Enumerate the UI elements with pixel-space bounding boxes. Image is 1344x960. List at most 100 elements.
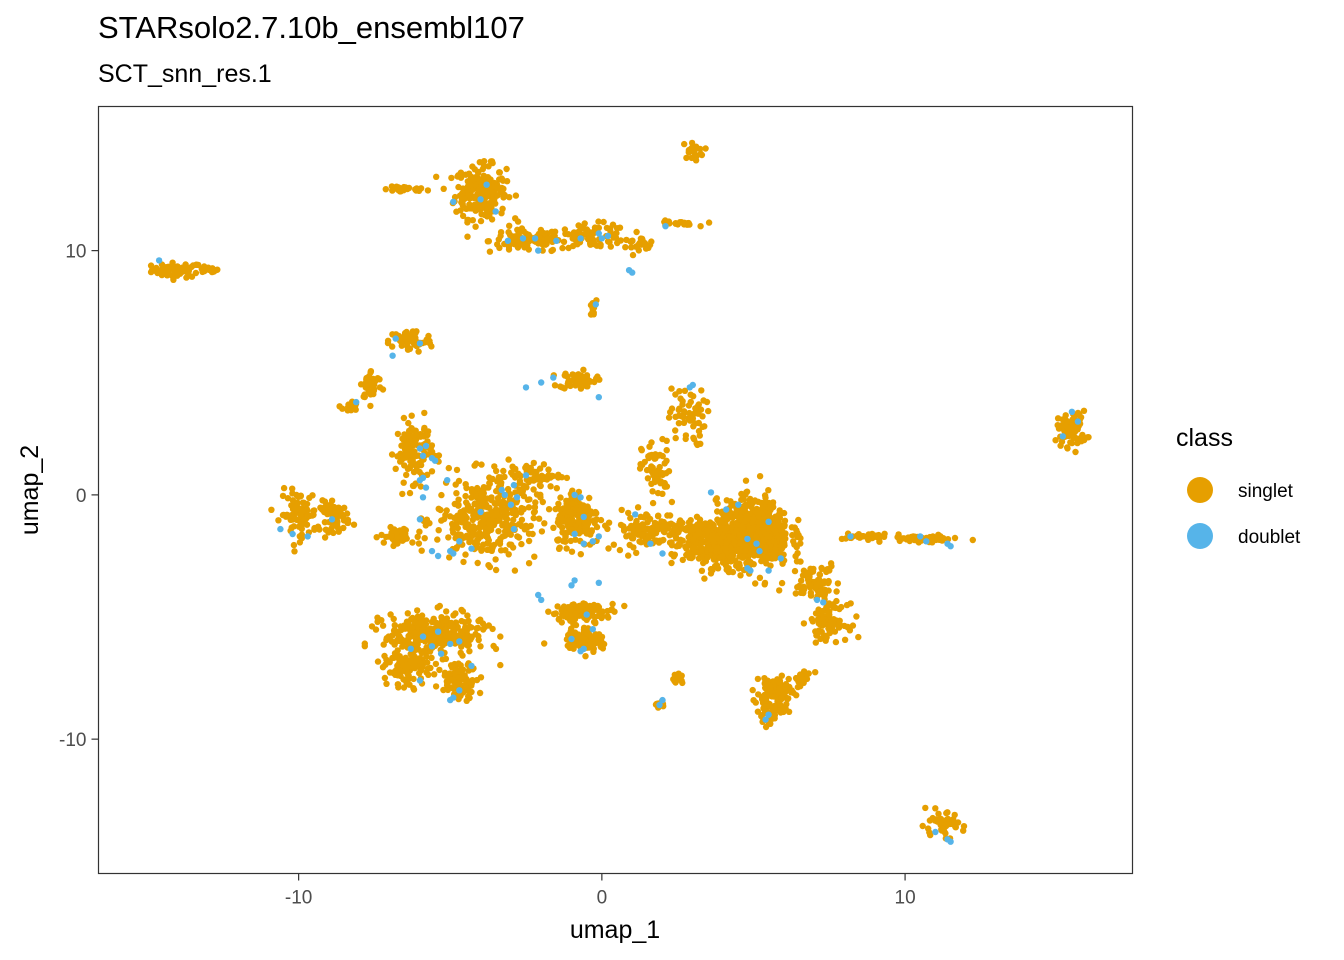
point-doublet	[416, 340, 424, 347]
point-singlet	[433, 173, 440, 180]
point-doublet	[765, 567, 772, 574]
point-singlet	[408, 412, 415, 419]
point-singlet	[583, 381, 591, 388]
point-singlet	[514, 226, 521, 233]
point-singlet	[681, 140, 688, 148]
point-singlet	[490, 642, 497, 650]
point-singlet	[833, 597, 840, 605]
point-singlet	[567, 605, 575, 613]
point-singlet	[660, 536, 667, 544]
point-singlet	[407, 657, 414, 664]
point-singlet	[454, 524, 461, 532]
point-singlet	[729, 519, 737, 527]
point-singlet	[793, 692, 800, 699]
point-doublet	[723, 506, 730, 513]
point-singlet	[672, 391, 679, 398]
point-singlet	[764, 681, 771, 688]
point-singlet	[289, 485, 296, 492]
point-singlet	[645, 532, 652, 540]
point-singlet	[427, 664, 434, 672]
point-singlet	[451, 514, 458, 521]
point-singlet	[679, 413, 686, 420]
point-singlet	[459, 212, 467, 220]
point-doublet	[583, 611, 590, 618]
point-singlet	[583, 372, 591, 379]
point-doublet	[492, 208, 499, 215]
point-singlet	[702, 145, 709, 152]
point-singlet	[529, 530, 536, 538]
point-singlet	[389, 187, 396, 194]
point-doublet	[756, 547, 763, 555]
point-doublet	[447, 696, 454, 704]
point-singlet	[433, 619, 440, 627]
point-singlet	[710, 556, 717, 563]
point-singlet	[412, 330, 419, 337]
point-singlet	[668, 498, 676, 506]
point-singlet	[617, 521, 625, 529]
point-singlet	[1080, 407, 1088, 414]
point-singlet	[719, 559, 727, 566]
point-singlet	[479, 500, 486, 507]
point-singlet	[449, 664, 456, 671]
point-singlet	[807, 589, 815, 596]
point-singlet	[792, 590, 799, 597]
point-singlet	[432, 660, 440, 668]
point-singlet	[480, 158, 488, 165]
point-singlet	[589, 230, 596, 237]
x-tick-label: 0	[597, 888, 608, 909]
legend-label-singlet: singlet	[1238, 481, 1294, 502]
y-tick-label: 10	[65, 242, 86, 263]
point-singlet	[383, 635, 390, 642]
point-singlet	[416, 528, 423, 535]
point-singlet	[192, 269, 200, 277]
point-singlet	[565, 244, 572, 252]
point-doublet	[456, 687, 463, 694]
point-doublet	[535, 591, 542, 599]
point-singlet	[655, 512, 662, 519]
point-singlet	[668, 559, 675, 567]
point-singlet	[507, 491, 514, 498]
point-singlet	[480, 172, 487, 179]
point-singlet	[552, 610, 559, 617]
point-singlet	[677, 517, 684, 524]
point-singlet	[402, 184, 409, 191]
point-singlet	[438, 491, 445, 499]
point-doublet	[353, 398, 360, 406]
point-doublet	[947, 838, 954, 845]
point-singlet	[548, 247, 555, 255]
point-singlet	[593, 375, 600, 382]
point-singlet	[441, 638, 448, 646]
point-singlet	[672, 413, 679, 420]
point-singlet	[530, 486, 537, 493]
point-doublet	[450, 198, 457, 205]
point-singlet	[339, 405, 346, 412]
point-singlet	[633, 517, 640, 525]
point-singlet	[580, 626, 588, 633]
point-singlet	[824, 608, 832, 616]
point-singlet	[749, 686, 756, 694]
point-singlet	[576, 507, 583, 514]
point-singlet	[368, 623, 376, 630]
point-singlet	[434, 536, 441, 543]
point-singlet	[486, 248, 494, 255]
y-tick-label: 0	[76, 486, 87, 507]
point-singlet	[758, 693, 765, 701]
point-singlet	[455, 674, 462, 681]
point-singlet	[812, 610, 820, 617]
point-singlet	[506, 222, 513, 229]
point-singlet	[201, 263, 208, 270]
point-singlet	[680, 419, 688, 426]
point-singlet	[483, 532, 490, 539]
point-singlet	[431, 671, 438, 678]
point-singlet	[376, 384, 384, 391]
point-singlet	[841, 636, 849, 643]
point-singlet	[401, 431, 408, 438]
point-singlet	[436, 666, 443, 674]
point-doublet	[577, 235, 584, 242]
point-singlet	[692, 405, 699, 412]
point-singlet	[456, 632, 464, 639]
point-singlet	[679, 537, 686, 544]
point-singlet	[698, 539, 705, 546]
point-singlet	[478, 547, 485, 554]
point-singlet	[744, 501, 751, 509]
